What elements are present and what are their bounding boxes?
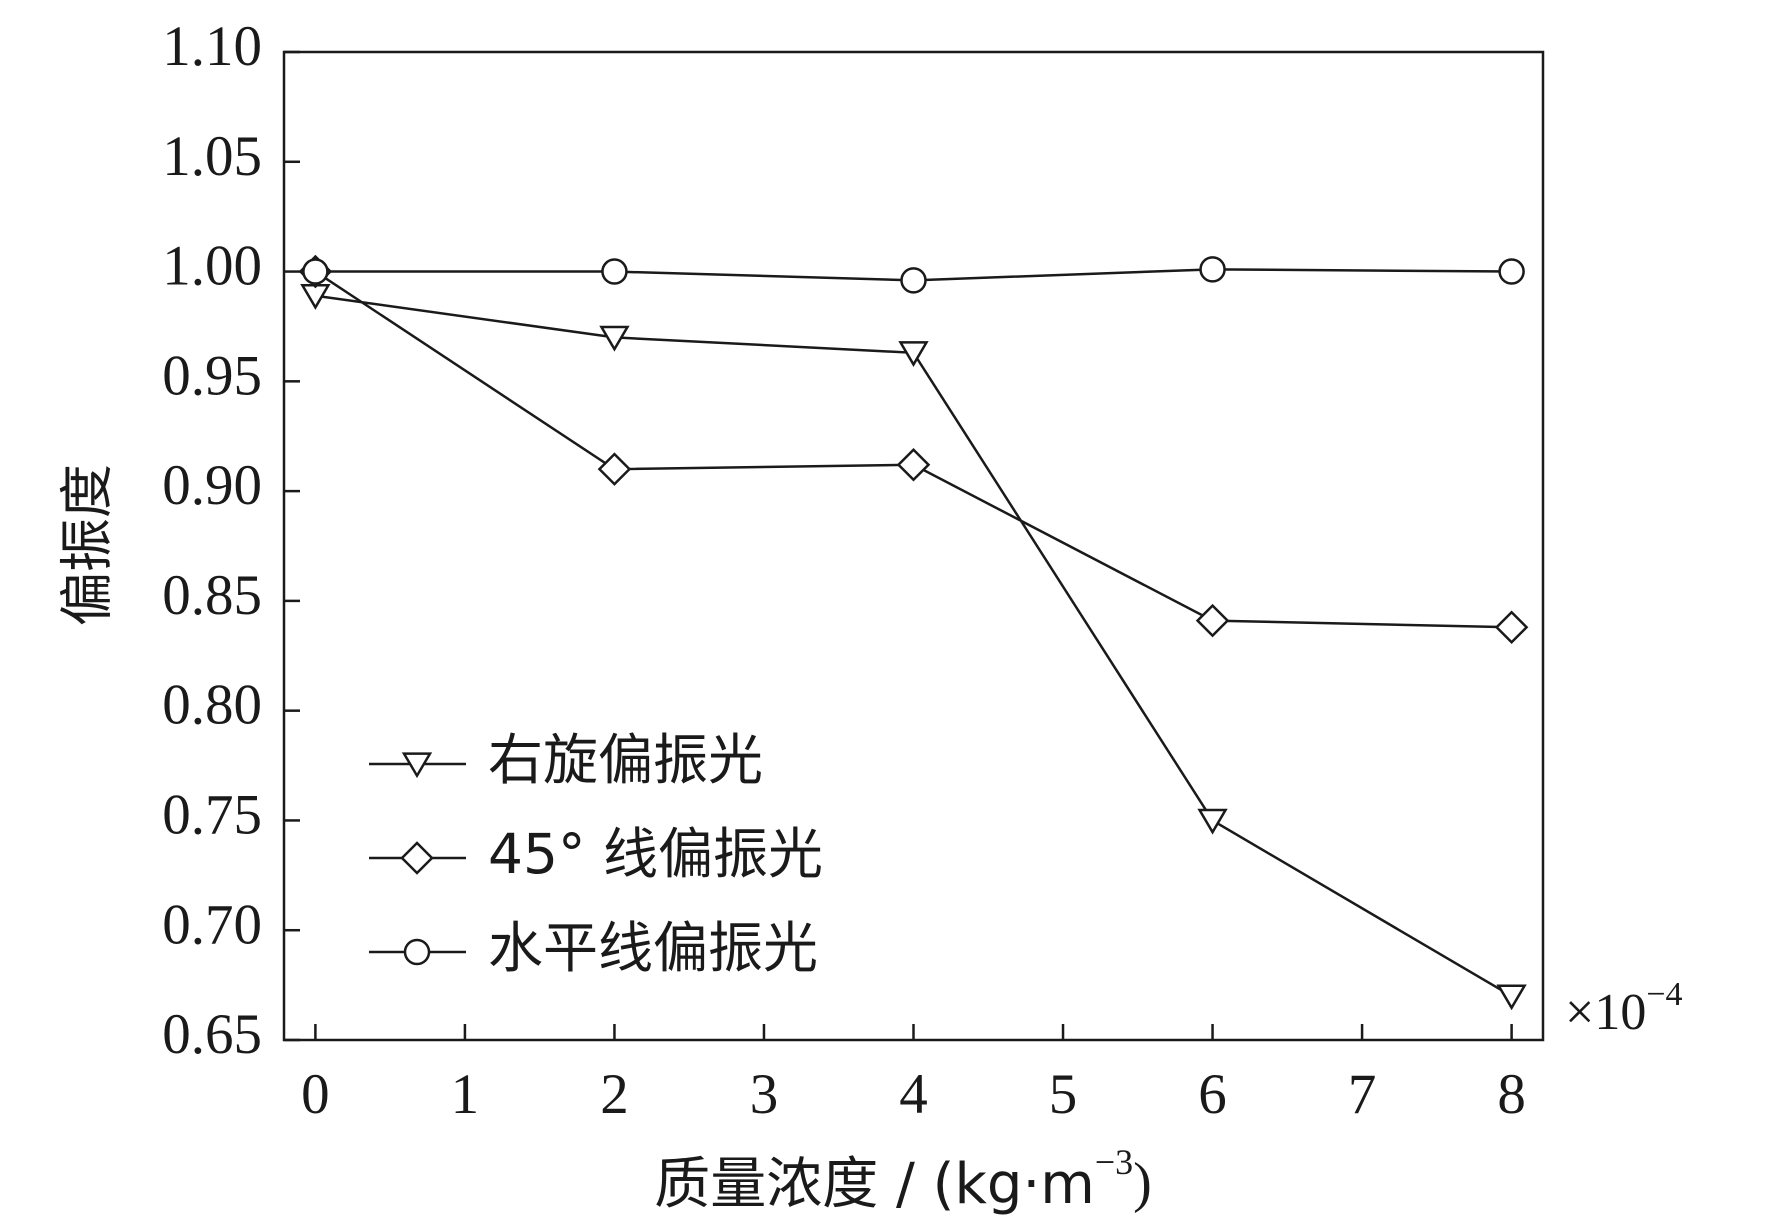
x-axis-label-sup: −3 <box>1095 1142 1133 1182</box>
data-point <box>597 452 632 486</box>
y-tick-label: 1.10 <box>162 15 262 78</box>
data-point <box>898 341 929 367</box>
data-point <box>1494 610 1529 645</box>
x-tick-label: 4 <box>899 1063 928 1126</box>
x-multiplier-exponent: −4 <box>1646 976 1682 1013</box>
y-tick-label: 0.95 <box>162 344 262 407</box>
x-axis-label-suffix: ) <box>1133 1152 1152 1214</box>
data-point <box>1195 603 1230 638</box>
x-multiplier-base: ×10 <box>1565 984 1646 1041</box>
legend-marker <box>403 938 431 966</box>
legend-label: 45° 线偏振光 <box>488 822 823 886</box>
y-tick-label: 0.90 <box>162 454 262 517</box>
y-tick-label: 0.75 <box>162 784 262 847</box>
data-point <box>1498 258 1525 285</box>
x-tick-label: 6 <box>1198 1063 1227 1126</box>
legend-marker <box>401 752 433 779</box>
x-tick-label: 7 <box>1348 1063 1377 1126</box>
x-tick-label: 0 <box>301 1063 330 1126</box>
data-point <box>599 325 630 352</box>
data-point <box>1199 256 1226 283</box>
x-tick-label: 2 <box>600 1063 629 1126</box>
data-point <box>601 258 628 285</box>
x-tick-label: 3 <box>750 1063 779 1126</box>
series-line <box>315 294 1513 998</box>
x-axis-label-text: 质量浓度 / (kg·m <box>654 1152 1095 1217</box>
x-tick-label: 5 <box>1049 1063 1078 1126</box>
x-tick-label: 1 <box>451 1063 480 1126</box>
data-point <box>302 258 329 285</box>
x-axis-label: 质量浓度 / (kg·m−3) <box>654 1142 1152 1217</box>
legend-marker <box>400 841 434 875</box>
y-tick-label: 0.65 <box>162 1003 262 1066</box>
legend-label: 右旋偏振光 <box>488 728 763 792</box>
y-tick-label: 1.05 <box>162 125 262 188</box>
data-point <box>1496 984 1527 1011</box>
y-tick-label: 0.70 <box>162 893 262 956</box>
data-point <box>900 267 927 294</box>
data-point <box>1197 808 1228 835</box>
y-axis-label: 偏振度 <box>56 464 119 626</box>
y-tick-label: 0.85 <box>162 564 262 627</box>
data-point <box>896 447 931 482</box>
y-tick-label: 0.80 <box>162 674 262 737</box>
x-tick-label: 8 <box>1497 1063 1526 1126</box>
x-multiplier: ×10−4 <box>1565 976 1683 1041</box>
plot-frame <box>282 50 1545 1042</box>
y-tick-label: 1.00 <box>162 235 262 298</box>
legend-label: 水平线偏振光 <box>488 916 818 980</box>
